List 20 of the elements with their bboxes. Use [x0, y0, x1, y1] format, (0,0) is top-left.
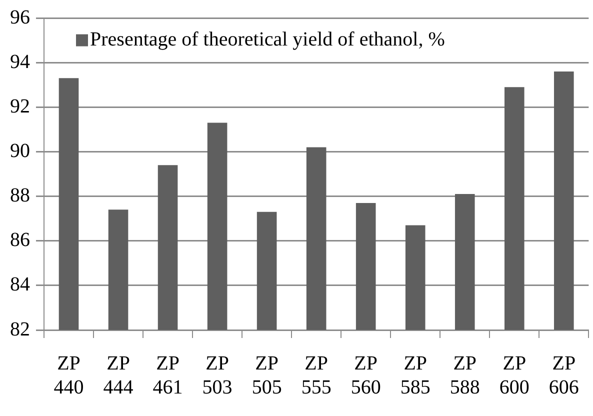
x-tick-label: ZP 461: [152, 352, 183, 398]
x-tick-label: ZP 440: [54, 352, 84, 398]
y-tick-label: 96: [10, 6, 30, 28]
x-tick-label: ZP 588: [450, 352, 480, 398]
x-tick-label: ZP 560: [350, 352, 381, 398]
x-tick-label: ZP 444: [103, 352, 134, 398]
y-tick-label: 84: [10, 274, 30, 296]
y-tick-label: 90: [10, 140, 30, 162]
x-tick-label: ZP 505: [252, 352, 282, 398]
y-tick-label: 82: [10, 318, 30, 340]
y-tick-label: 86: [10, 229, 30, 252]
y-tick-label: 94: [10, 50, 30, 73]
y-tick-label: 92: [10, 95, 30, 118]
x-tick-label: ZP 600: [499, 352, 530, 398]
legend-label: Presentage of theoretical yield of ethanol, %: [90, 28, 445, 51]
x-tick-label: ZP 606: [548, 352, 579, 398]
x-tick-label: ZP 585: [400, 352, 430, 398]
x-tick-label: ZP 555: [301, 352, 332, 398]
x-tick-label: ZP 503: [202, 352, 232, 398]
y-tick-label: 88: [10, 184, 30, 207]
